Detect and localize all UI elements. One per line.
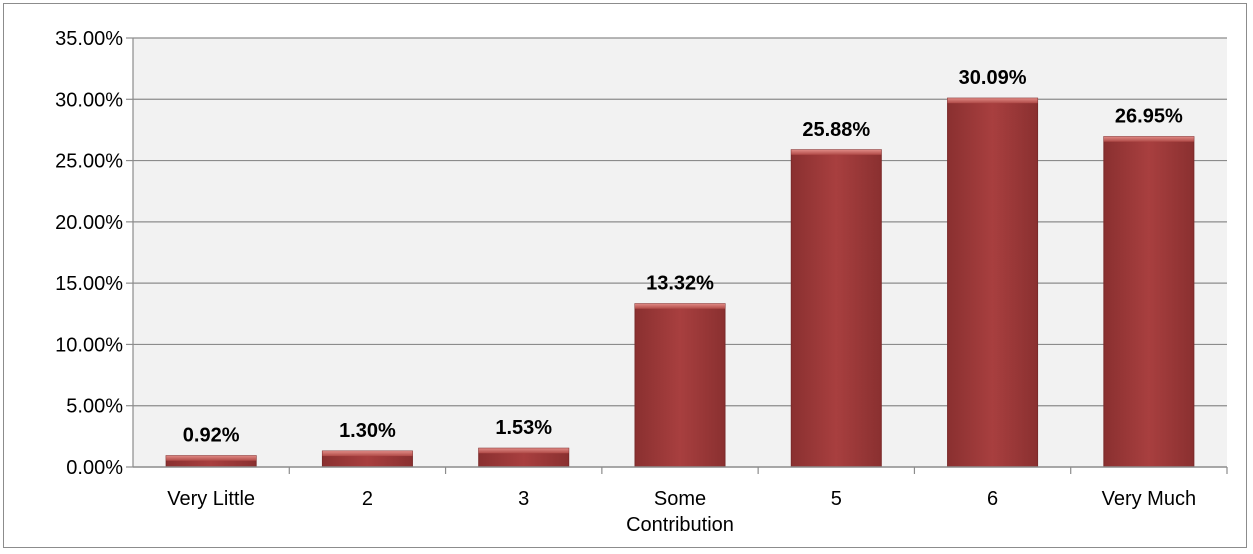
x-tick-label: Some Contribution: [626, 488, 734, 536]
bar: [478, 447, 570, 468]
data-label: 26.95%: [1115, 106, 1183, 128]
bar-highlight: [947, 98, 1038, 104]
bars: [165, 97, 1195, 468]
x-tick-label: 3: [518, 488, 529, 510]
data-labels: 0.92% 1.30% 1.53% 13.32% 25.88% 30.09% 26.95%: [183, 67, 1183, 447]
bar: [634, 303, 726, 468]
gridlines: [126, 37, 1227, 468]
bar-highlight: [322, 451, 413, 457]
bar-body: [790, 149, 882, 468]
bar-highlight: [791, 149, 882, 155]
bar: [947, 97, 1039, 468]
x-tick-label: 2: [362, 488, 373, 510]
bar-highlight: [1103, 136, 1194, 142]
data-label: 30.09%: [959, 67, 1027, 89]
y-tick-label: 20.00%: [55, 212, 123, 234]
data-label: 25.88%: [802, 119, 870, 141]
y-tick-label: 30.00%: [55, 89, 123, 111]
data-label: 13.32%: [646, 273, 714, 295]
y-tick-label: 15.00%: [55, 273, 123, 295]
bar-highlight: [478, 448, 569, 454]
y-tick-label: 10.00%: [55, 334, 123, 356]
bar-body: [1103, 136, 1195, 468]
y-tick-label: 0.00%: [66, 457, 123, 479]
bar: [790, 149, 882, 468]
y-tick-label: 5.00%: [66, 396, 123, 418]
x-axis-tick-labels: Very Little 2 3 Some Contribution 5 6 Very Much: [167, 467, 1228, 536]
x-tick-label: Very Much: [1102, 488, 1196, 510]
y-tick-label: 25.00%: [55, 151, 123, 173]
y-axis-tick-labels: 0.00% 5.00% 10.00% 15.00% 20.00% 25.00% 30.00%…: [55, 28, 123, 479]
y-tick-label: 35.00%: [55, 28, 123, 50]
data-label: 1.53%: [495, 417, 552, 439]
x-tick-label: Very Little: [167, 488, 255, 510]
bar-highlight: [166, 455, 257, 461]
x-tick-label: 6: [987, 488, 998, 510]
data-label: 0.92%: [183, 425, 240, 447]
data-label: 1.30%: [339, 420, 396, 442]
bar: [321, 450, 413, 468]
bar-highlight: [635, 303, 725, 309]
bar-body: [634, 303, 726, 468]
bar: [165, 455, 257, 468]
x-tick-label: 5: [831, 488, 842, 510]
bar: [1103, 136, 1195, 468]
bar-body: [947, 97, 1039, 468]
